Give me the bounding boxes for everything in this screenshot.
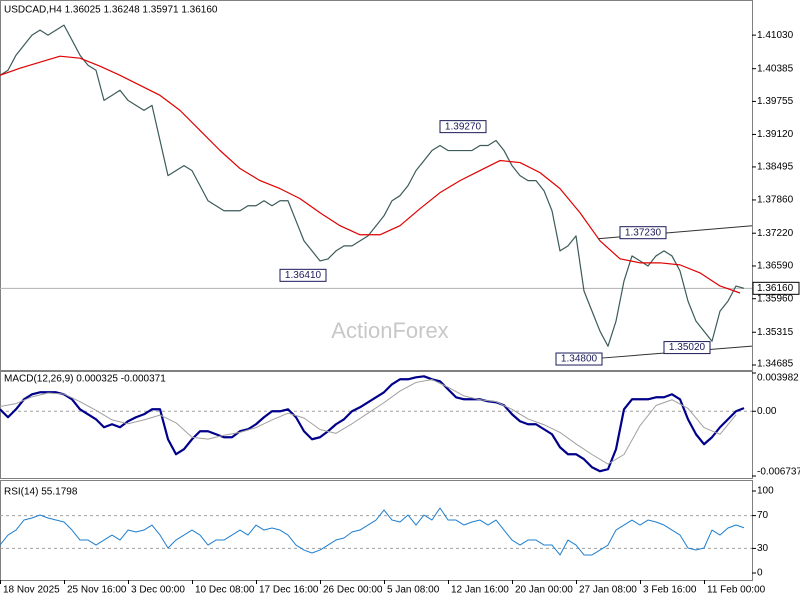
- last-price-box: [752, 281, 800, 295]
- y-tick-label: 1.41030: [757, 30, 794, 41]
- price-label: 1.39270: [445, 121, 482, 132]
- series-line: [0, 507, 745, 556]
- y-tick-label: 0.003982: [757, 373, 799, 384]
- price-label: 1.34800: [561, 354, 598, 365]
- y-tick-label: 1.40385: [757, 63, 794, 74]
- x-tick-label: 5 Jan 08:00: [387, 585, 440, 596]
- y-tick-label: 1.39120: [757, 129, 794, 140]
- x-tick-label: 27 Jan 08:00: [579, 585, 637, 596]
- price-label-box: [555, 352, 603, 366]
- y-tick-label: 0.00: [757, 406, 777, 417]
- y-tick-label: 1.36590: [757, 261, 794, 272]
- y-tick-label: 1.39755: [757, 96, 794, 107]
- x-tick-label: 10 Dec 08:00: [195, 585, 255, 596]
- pane-title: RSI(14) 55.1798: [4, 487, 78, 498]
- y-tick-label: 1.35315: [757, 327, 794, 338]
- y-tick-label: 30: [757, 543, 769, 554]
- series-line: [0, 55, 741, 294]
- x-tick-label: 25 Nov 16:00: [67, 585, 127, 596]
- price-label-box: [439, 120, 487, 134]
- x-tick-label: 3 Feb 16:00: [643, 585, 697, 596]
- pane-frame: [0, 0, 753, 371]
- y-tick-label: 1.37220: [757, 228, 794, 239]
- series-line: [0, 379, 737, 465]
- x-tick-label: 3 Dec 00:00: [131, 585, 185, 596]
- y-tick-label: 0: [757, 568, 763, 579]
- series-line: [0, 375, 745, 473]
- price-label-box: [279, 268, 327, 282]
- pane-frame: [0, 371, 753, 479]
- x-tick-label: 12 Jan 16:00: [451, 585, 509, 596]
- series-line: [0, 24, 745, 347]
- last-price-label: 1.36160: [757, 283, 794, 294]
- pane-frame: [0, 480, 753, 581]
- y-tick-label: -0.006737: [757, 467, 800, 478]
- y-tick-label: 1.35960: [757, 293, 794, 304]
- y-tick-label: 1.34685: [757, 359, 794, 370]
- price-label: 1.36410: [285, 270, 322, 281]
- x-tick-label: 26 Dec 00:00: [323, 585, 383, 596]
- price-label: 1.35020: [669, 342, 706, 353]
- y-tick-label: 1.37860: [757, 195, 794, 206]
- watermark: ActionForex: [331, 318, 448, 343]
- x-tick-label: 11 Feb 00:00: [707, 585, 766, 596]
- x-tick-label: 20 Jan 00:00: [515, 585, 573, 596]
- pane-title: MACD(12,26,9) 0.000325 -0.000371: [4, 374, 166, 385]
- price-label-box: [619, 226, 667, 240]
- x-tick-label: 17 Dec 16:00: [259, 585, 319, 596]
- pane-title: USDCAD,H4 1.36025 1.36248 1.35971 1.3616…: [4, 5, 218, 16]
- x-tick-label: 18 Nov 2025: [3, 585, 60, 596]
- price-label: 1.37230: [625, 227, 662, 238]
- y-tick-label: 1.38495: [757, 162, 794, 173]
- y-tick-label: 100: [757, 486, 774, 497]
- y-tick-label: 70: [757, 510, 769, 521]
- price-label-box: [663, 341, 711, 355]
